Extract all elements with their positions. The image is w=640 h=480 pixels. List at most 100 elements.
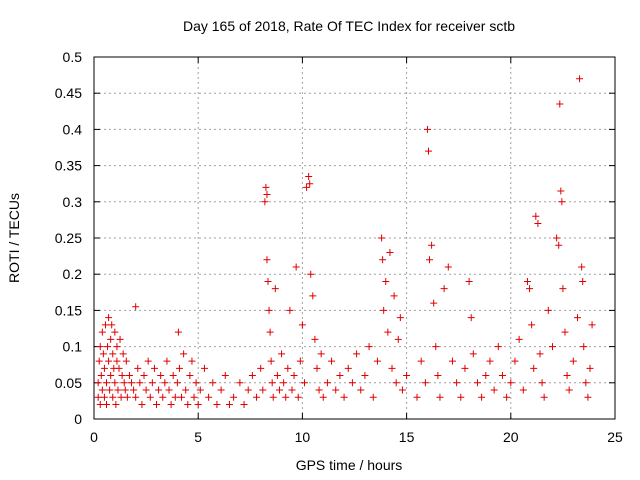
data-point	[225, 401, 233, 409]
data-point	[298, 321, 306, 329]
data-point	[120, 379, 128, 387]
data-point	[264, 277, 272, 285]
data-point	[188, 357, 196, 365]
data-point	[421, 379, 429, 387]
data-point	[107, 372, 115, 380]
data-point	[186, 372, 194, 380]
data-point	[153, 401, 161, 409]
data-point	[132, 303, 140, 311]
data-point	[134, 364, 142, 372]
data-point	[486, 357, 494, 365]
axis-ticks: 0 5 10 15 20 25 0 0.05 0.1 0.15 0.2 0.25 0.3 0.35 0.4 0…	[55, 49, 623, 445]
y-tick-label: 0	[74, 411, 82, 427]
data-point	[140, 372, 148, 380]
data-point	[103, 379, 111, 387]
data-point	[465, 277, 473, 285]
data-point	[269, 393, 277, 401]
data-point	[196, 386, 204, 394]
data-point	[150, 364, 158, 372]
x-tick-label: 5	[194, 429, 202, 445]
data-point	[307, 270, 315, 278]
data-point	[130, 386, 138, 394]
data-point	[263, 256, 271, 264]
data-point	[103, 401, 111, 409]
chart-title: Day 165 of 2018, Rate Of TEC Index for r…	[183, 18, 515, 34]
data-point	[121, 386, 129, 394]
data-point	[528, 321, 536, 329]
data-point	[503, 393, 511, 401]
data-point	[98, 328, 106, 336]
data-point	[530, 364, 538, 372]
data-point	[469, 350, 477, 358]
data-point	[353, 350, 361, 358]
data-point	[221, 372, 229, 380]
data-point	[413, 393, 421, 401]
data-point	[378, 234, 386, 242]
data-point	[586, 364, 594, 372]
data-point	[286, 306, 294, 314]
data-point	[107, 335, 115, 343]
data-point	[423, 125, 431, 133]
data-point	[180, 350, 188, 358]
x-tick-label: 0	[90, 429, 98, 445]
data-point	[100, 364, 108, 372]
data-point	[361, 372, 369, 380]
data-point	[344, 364, 352, 372]
data-point	[398, 386, 406, 394]
data-point	[540, 393, 548, 401]
data-point	[473, 379, 481, 387]
data-point	[580, 343, 588, 351]
data-point	[457, 393, 465, 401]
data-point	[394, 335, 402, 343]
data-point	[273, 372, 281, 380]
data-point	[511, 357, 519, 365]
data-point	[105, 357, 113, 365]
data-point	[96, 343, 104, 351]
data-point	[534, 220, 542, 228]
data-point	[584, 393, 592, 401]
data-point	[265, 306, 273, 314]
data-point	[311, 335, 319, 343]
data-point	[357, 386, 365, 394]
data-point	[578, 263, 586, 271]
data-point	[440, 285, 448, 293]
y-tick-label: 0.45	[55, 85, 82, 101]
data-point	[123, 393, 131, 401]
data-point	[336, 372, 344, 380]
data-point	[99, 350, 107, 358]
data-point	[217, 386, 225, 394]
data-point	[300, 379, 308, 387]
data-point	[98, 386, 106, 394]
data-point	[122, 357, 130, 365]
data-point	[306, 180, 314, 188]
data-point	[436, 393, 444, 401]
data-point	[319, 393, 327, 401]
data-point	[253, 393, 261, 401]
data-point	[396, 314, 404, 322]
data-point	[428, 241, 436, 249]
data-point	[165, 386, 173, 394]
data-point	[434, 372, 442, 380]
data-point	[565, 386, 573, 394]
data-point	[386, 248, 394, 256]
data-point	[544, 306, 552, 314]
data-point	[116, 335, 124, 343]
data-point	[444, 263, 452, 271]
data-point	[453, 379, 461, 387]
y-tick-label: 0.5	[63, 49, 83, 65]
data-point	[105, 314, 113, 322]
data-point	[588, 321, 596, 329]
data-point	[148, 379, 156, 387]
data-point	[557, 187, 565, 195]
data-point	[125, 372, 133, 380]
data-point	[175, 364, 183, 372]
y-axis-title: ROTI / TECUs	[6, 193, 22, 283]
data-point	[213, 401, 221, 409]
data-point	[507, 379, 515, 387]
data-point	[259, 386, 267, 394]
data-point	[559, 285, 567, 293]
y-tick-label: 0.3	[63, 194, 83, 210]
data-point	[167, 401, 175, 409]
data-point	[100, 393, 108, 401]
